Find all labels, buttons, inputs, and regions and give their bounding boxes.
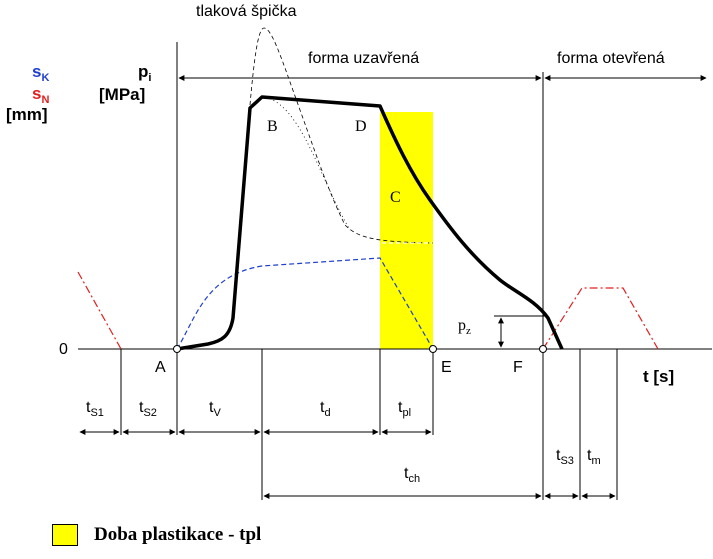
point-B-label: B bbox=[267, 118, 278, 135]
zero-label: 0 bbox=[59, 341, 68, 358]
pressure-unit-label: [MPa] bbox=[99, 85, 145, 104]
point-D-label: D bbox=[355, 118, 367, 135]
sk-label: sK bbox=[32, 62, 49, 84]
point-C-label: C bbox=[390, 189, 401, 206]
pz-label: pz bbox=[458, 317, 471, 337]
pressure-peak-curve bbox=[249, 27, 434, 244]
point-A-marker bbox=[173, 345, 181, 353]
interval-label-tpl: tpl bbox=[398, 399, 411, 419]
time-axis-label: t [s] bbox=[643, 367, 674, 386]
pressure-curve bbox=[176, 95, 564, 351]
interval-label-ts1: tS1 bbox=[86, 399, 104, 419]
sn-label: sN bbox=[32, 84, 49, 106]
interval-label-ts2: tS2 bbox=[139, 399, 157, 419]
point-F-marker bbox=[539, 345, 547, 353]
pressure-dotted-curve bbox=[261, 96, 351, 231]
plasticizing-area bbox=[380, 112, 433, 349]
interval-label-tv: tV bbox=[209, 399, 221, 419]
point-A-label: A bbox=[155, 359, 166, 376]
interval-label-tm: tm bbox=[587, 447, 601, 467]
nozzle-stroke-curve bbox=[542, 287, 659, 350]
legend: Doba plastikace - tpl bbox=[52, 524, 261, 546]
interval-label-tch: tch bbox=[404, 465, 420, 485]
peak-label: tlaková špička bbox=[196, 3, 297, 20]
interval-label-td: td bbox=[320, 399, 331, 419]
mold-open-label: forma otevřená bbox=[557, 50, 665, 67]
pressure-symbol: pi bbox=[138, 62, 151, 84]
legend-swatch bbox=[52, 524, 78, 546]
left-unit-label: [mm] bbox=[6, 105, 48, 124]
nozzle-stroke-curve bbox=[77, 271, 122, 350]
point-F-label: F bbox=[513, 359, 523, 376]
interval-label-ts3: tS3 bbox=[556, 447, 574, 467]
point-E-label: E bbox=[441, 359, 452, 376]
mold-closed-label: forma uzavřená bbox=[308, 50, 419, 67]
screw-stroke-curve bbox=[176, 257, 434, 350]
point-E-marker bbox=[429, 345, 437, 353]
legend-label: Doba plastikace - tpl bbox=[94, 524, 262, 545]
